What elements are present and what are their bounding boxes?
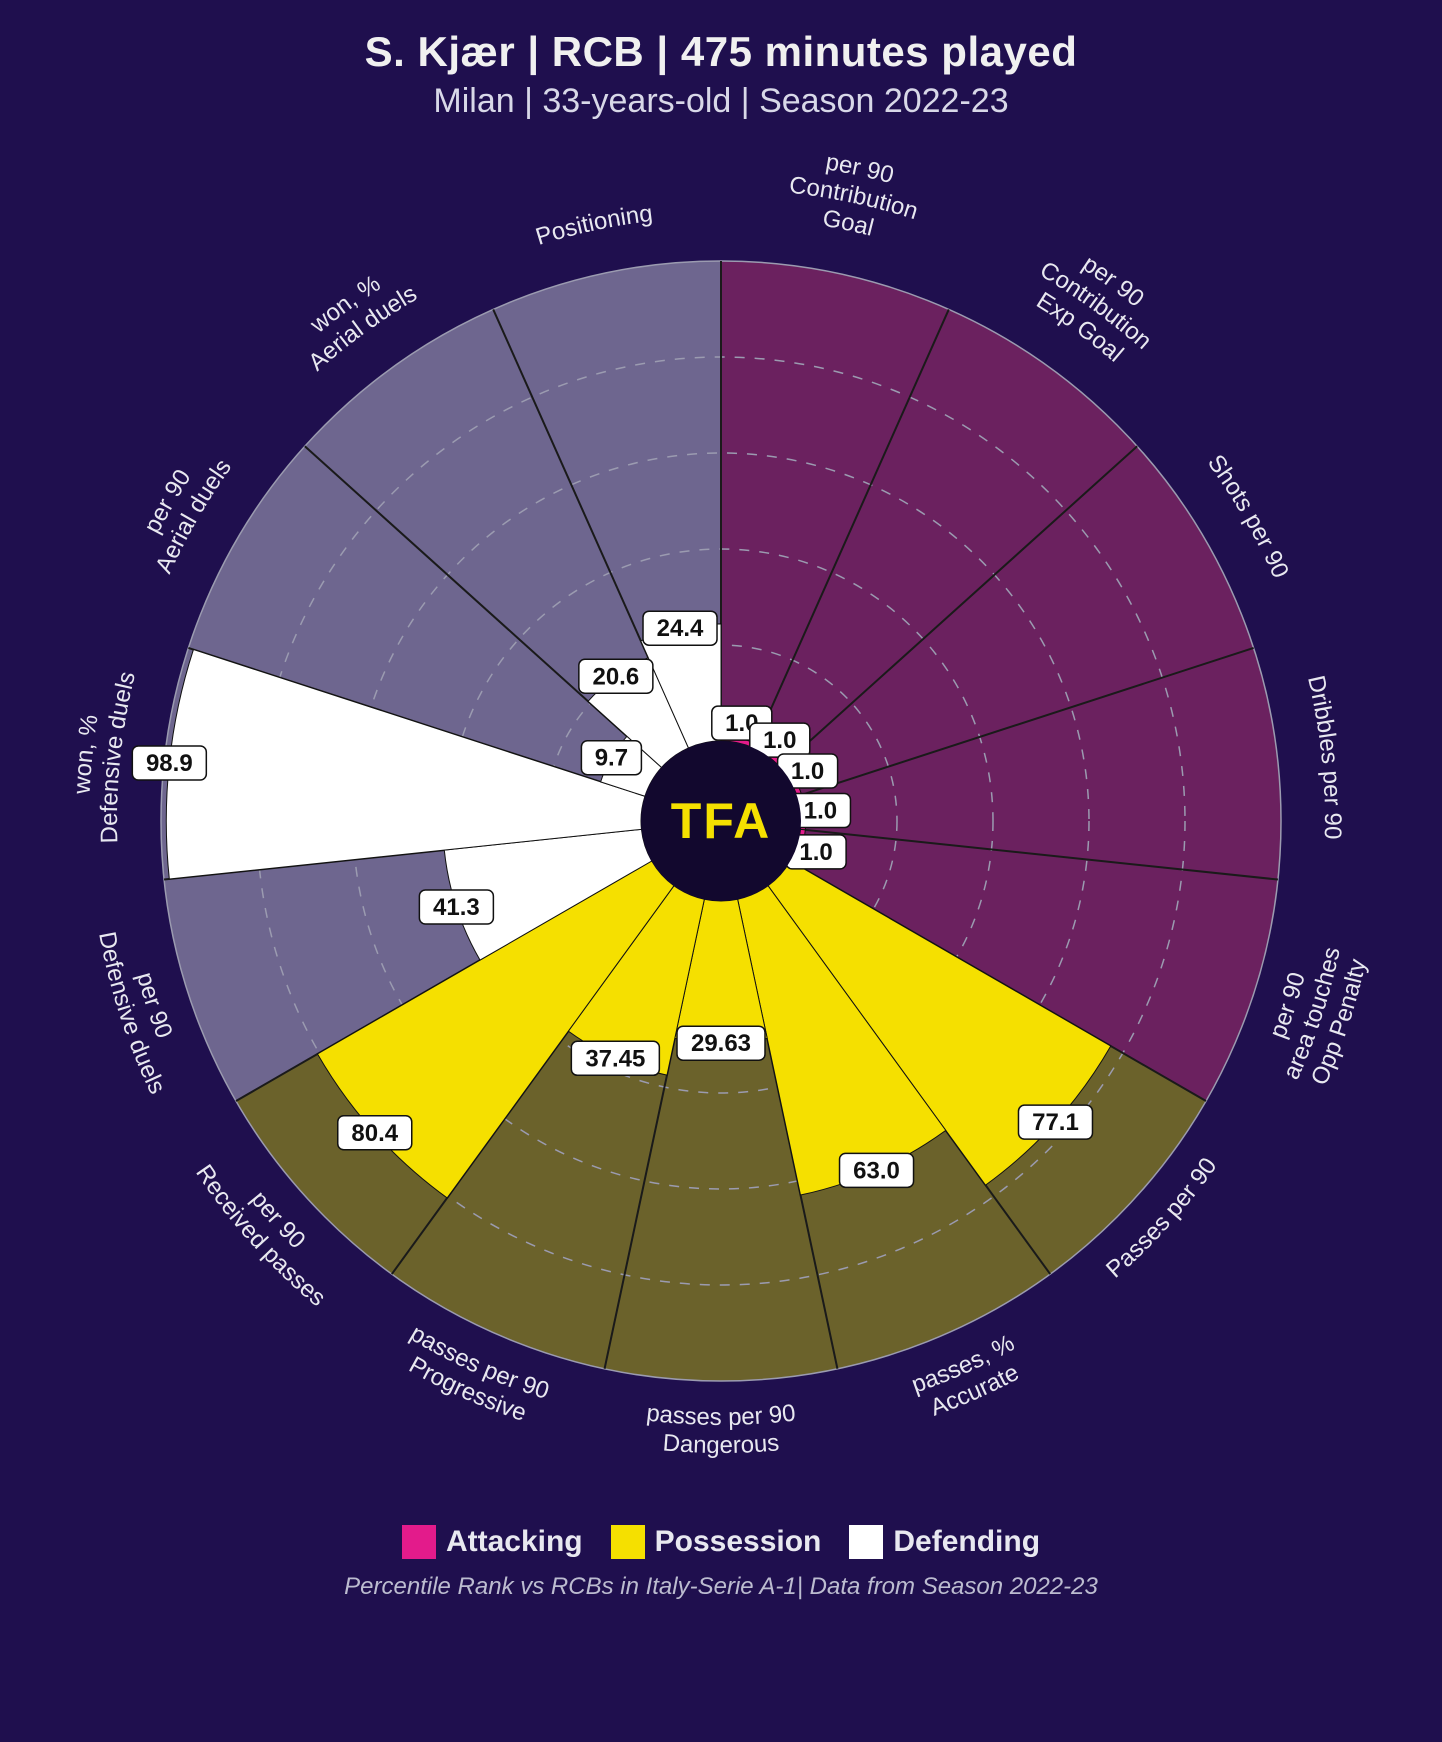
- legend-swatch: [611, 1525, 645, 1559]
- axis-label: Positioning: [533, 200, 655, 251]
- axis-label: passes per 90: [645, 1399, 797, 1431]
- footnote: Percentile Rank vs RCBs in Italy-Serie A…: [0, 1573, 1442, 1601]
- legend-label: Attacking: [446, 1525, 583, 1559]
- axis-label: Dangerous: [662, 1429, 780, 1459]
- value-label: 80.4: [351, 1120, 398, 1147]
- center-badge: TFA: [641, 741, 801, 901]
- value-label: 98.9: [146, 750, 193, 777]
- value-label: 1.0: [804, 798, 837, 825]
- legend-item-attacking: Attacking: [402, 1525, 583, 1559]
- value-label: 1.0: [763, 727, 796, 754]
- legend: Attacking Possession Defending: [0, 1525, 1442, 1559]
- legend-item-defending: Defending: [849, 1525, 1040, 1559]
- value-label: 1.0: [799, 839, 832, 866]
- value-label: 41.3: [433, 894, 480, 921]
- value-label: 29.63: [691, 1030, 751, 1057]
- page-subtitle: Milan | 33-years-old | Season 2022-23: [0, 76, 1442, 121]
- value-label: 9.7: [595, 745, 628, 772]
- value-label: 63.0: [853, 1157, 900, 1184]
- polar-chart: 1.01.01.01.01.077.163.029.6337.4580.441.…: [0, 121, 1442, 1521]
- value-label: 1.0: [791, 758, 824, 785]
- value-label: 37.45: [585, 1045, 645, 1072]
- legend-swatch: [402, 1525, 436, 1559]
- legend-label: Defending: [893, 1525, 1040, 1559]
- value-label: 24.4: [657, 615, 704, 642]
- legend-label: Possession: [655, 1525, 822, 1559]
- center-text: TFA: [671, 792, 771, 850]
- value-label: 77.1: [1032, 1109, 1079, 1136]
- value-label: 20.6: [592, 663, 639, 690]
- axis-label: Dribbles per 90: [1302, 673, 1346, 840]
- legend-item-possession: Possession: [611, 1525, 822, 1559]
- legend-swatch: [849, 1525, 883, 1559]
- page-title: S. Kjær | RCB | 475 minutes played: [0, 0, 1442, 76]
